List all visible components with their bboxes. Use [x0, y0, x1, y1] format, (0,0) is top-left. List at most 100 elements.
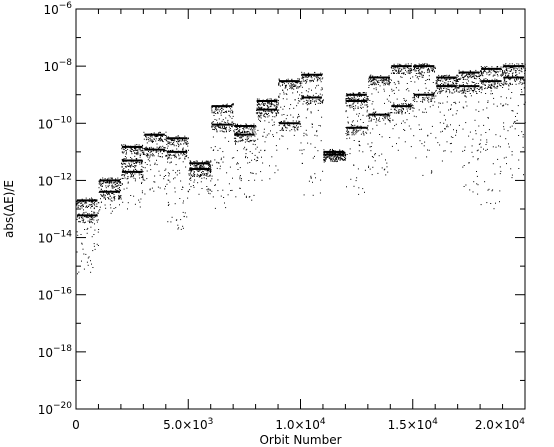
data-point [193, 163, 195, 165]
data-point [149, 160, 151, 162]
data-point [441, 78, 443, 80]
data-point [327, 152, 328, 153]
data-point [296, 87, 297, 89]
data-point [160, 146, 162, 148]
data-point [424, 99, 426, 101]
data-point [462, 90, 464, 92]
data-point [237, 123, 238, 125]
data-point [115, 178, 117, 180]
data-point [126, 157, 127, 159]
data-point [509, 70, 511, 72]
data-point [133, 166, 135, 167]
data-point [127, 182, 129, 184]
data-point [262, 114, 264, 116]
data-point [369, 132, 371, 134]
data-point [311, 79, 313, 81]
data-point [93, 234, 95, 235]
data-point [174, 203, 176, 205]
data-point [235, 138, 237, 140]
data-point [270, 102, 272, 104]
data-point [393, 103, 395, 105]
data-point [514, 80, 516, 82]
data-point [391, 88, 393, 90]
data-point [505, 66, 507, 68]
data-point [131, 159, 133, 161]
data-point [512, 72, 514, 74]
data-point [431, 100, 433, 102]
data-point [458, 124, 460, 126]
data-point [91, 205, 93, 207]
data-point [88, 213, 90, 215]
data-point [375, 83, 377, 85]
data-point [481, 73, 482, 75]
data-point [126, 187, 128, 189]
data-point [131, 158, 133, 160]
data-point [458, 87, 460, 89]
data-point [149, 188, 151, 190]
data-point [244, 134, 246, 136]
data-point [396, 98, 398, 100]
data-point [149, 137, 151, 139]
data-point [169, 151, 171, 153]
data-point [256, 103, 258, 105]
data-point [487, 81, 489, 83]
data-point [157, 151, 159, 153]
y-tick-label: 10−8 [43, 58, 72, 74]
data-point [464, 89, 466, 91]
data-point [411, 105, 412, 107]
data-point [414, 98, 416, 100]
data-point [475, 109, 477, 111]
data-point [98, 229, 100, 230]
data-point [466, 72, 468, 74]
data-point [522, 146, 524, 148]
data-point [396, 107, 398, 109]
data-point [146, 142, 148, 144]
data-point [262, 162, 264, 164]
data-point [372, 80, 374, 81]
data-point [223, 121, 225, 123]
data-point [410, 77, 411, 79]
data-point [433, 65, 435, 67]
data-point [171, 154, 173, 156]
data-point [139, 149, 141, 150]
data-point [237, 124, 239, 126]
data-point [237, 162, 238, 164]
data-point [509, 126, 511, 128]
data-point [254, 140, 256, 142]
data-point [98, 191, 100, 193]
data-point [141, 174, 143, 176]
data-point [271, 109, 272, 110]
data-point [214, 207, 216, 209]
data-point [332, 157, 334, 159]
data-point [135, 147, 137, 149]
data-point [271, 103, 273, 105]
data-point [178, 146, 180, 148]
data-point [166, 193, 168, 195]
data-point [146, 164, 148, 165]
data-point [297, 116, 299, 118]
data-point [130, 174, 132, 176]
data-point [283, 91, 285, 93]
data-point [276, 108, 277, 109]
data-point [167, 172, 169, 174]
data-point [217, 109, 219, 111]
data-point [397, 112, 399, 114]
data-point [388, 81, 390, 83]
data-point [78, 205, 80, 206]
data-point [414, 100, 416, 102]
data-point [314, 71, 316, 73]
data-point [400, 110, 402, 112]
data-point [353, 95, 355, 97]
data-point [495, 202, 496, 204]
data-point [253, 130, 255, 132]
data-point [438, 88, 440, 90]
data-point [383, 78, 385, 80]
data-point [80, 205, 82, 207]
data-point [300, 85, 302, 87]
data-point [76, 218, 78, 220]
data-point [325, 157, 327, 159]
data-point [130, 170, 131, 172]
data-point [202, 174, 204, 176]
data-point [106, 180, 108, 182]
data-point [410, 128, 412, 130]
